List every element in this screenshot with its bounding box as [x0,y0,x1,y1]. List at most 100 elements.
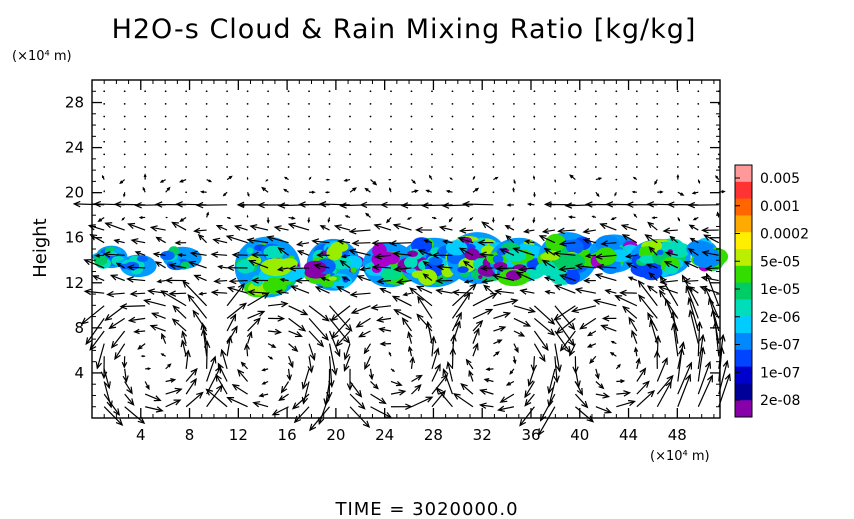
vector-head [503,311,512,318]
vector-head [127,398,135,406]
vector-shaft [483,285,494,294]
vector-head [594,373,600,380]
wind-vector [288,343,299,352]
vector-shaft [114,343,126,360]
vector-shaft [626,262,638,269]
vector-shaft [314,264,330,269]
wind-vector [123,90,126,93]
vector-dot [717,153,720,156]
vector-shaft [96,343,105,369]
vector-head [145,384,150,391]
vector-shaft [628,317,638,332]
vector-head [114,352,121,361]
vector-head [393,309,402,316]
vector-dot [226,90,229,93]
wind-vector [441,202,473,209]
vector-head [564,202,573,209]
cloud-patch [407,250,419,257]
vector-head [584,201,593,208]
wind-vector [619,289,637,297]
vector-head [558,274,567,281]
cloud-patch [536,261,561,276]
wind-vector [697,360,712,395]
wind-vector [231,384,248,395]
vector-head [490,292,498,299]
vector-head [376,277,385,285]
vector-shaft [335,225,351,231]
vector-head [570,306,579,314]
vector-shaft [659,290,679,319]
wind-vector [247,288,269,296]
vector-head [623,390,632,397]
vector-head [478,402,487,409]
wind-vector [123,153,126,156]
vector-shaft [500,248,515,256]
wind-vector [349,153,351,156]
wind-vector [410,140,413,143]
wind-vector [631,190,637,194]
wind-vector [287,222,310,231]
vector-shaft [155,261,166,269]
vector-dot [553,153,556,156]
vector-head [622,305,630,313]
colorbar-swatch [735,249,752,267]
wind-vector [446,361,454,382]
wind-vector [472,102,474,105]
wind-vector [390,128,392,131]
wind-vector [614,191,617,197]
vector-head [687,201,696,209]
wind-vector [688,309,699,344]
vector-shaft [335,330,351,347]
vector-dot [594,115,597,118]
wind-vector [205,102,208,105]
vector-shaft [189,261,207,269]
vector-shaft [374,224,392,231]
vector-shaft [636,381,650,395]
wind-vector [492,128,495,131]
vector-shaft [574,406,594,423]
vector-head [331,367,338,376]
vector-head [359,266,366,272]
wind-vector [599,223,617,231]
wind-vector [226,166,229,168]
vector-dot [513,128,515,131]
wind-vector [271,406,289,416]
x-tick-label: 48 [668,426,687,444]
vector-shaft [472,292,497,307]
wind-vector [276,266,289,272]
wind-vector [113,238,125,244]
vector-head [280,386,288,394]
wind-vector [308,318,329,341]
vector-shaft [442,204,473,207]
vector-shaft [288,330,302,337]
vector-head [462,260,470,267]
wind-vector [657,285,679,294]
vector-dot [267,166,269,168]
wind-vector [144,128,147,131]
vector-head [435,387,443,395]
vector-shaft [453,393,474,408]
y-tick-label: 20 [65,184,84,202]
vector-shaft [363,343,372,354]
vector-shaft [169,292,187,295]
wind-vector [533,102,536,105]
vector-head [126,264,135,271]
vector-shaft [349,249,371,256]
vector-head [343,363,350,372]
vector-head [601,315,610,322]
vector-head [365,212,370,217]
vector-head [198,291,204,296]
vector-shaft [516,272,535,282]
wind-vector [410,90,413,93]
vector-dot [390,153,392,156]
vector-shaft [472,308,493,319]
vector-shaft [638,280,658,307]
vector-head [271,343,277,348]
vector-shaft [677,342,684,370]
wind-vector [656,356,668,382]
vector-head [492,219,495,224]
vector-dot [103,115,106,118]
vector-dot [226,153,229,156]
vector-head [527,306,536,314]
vector-shaft [217,363,228,382]
